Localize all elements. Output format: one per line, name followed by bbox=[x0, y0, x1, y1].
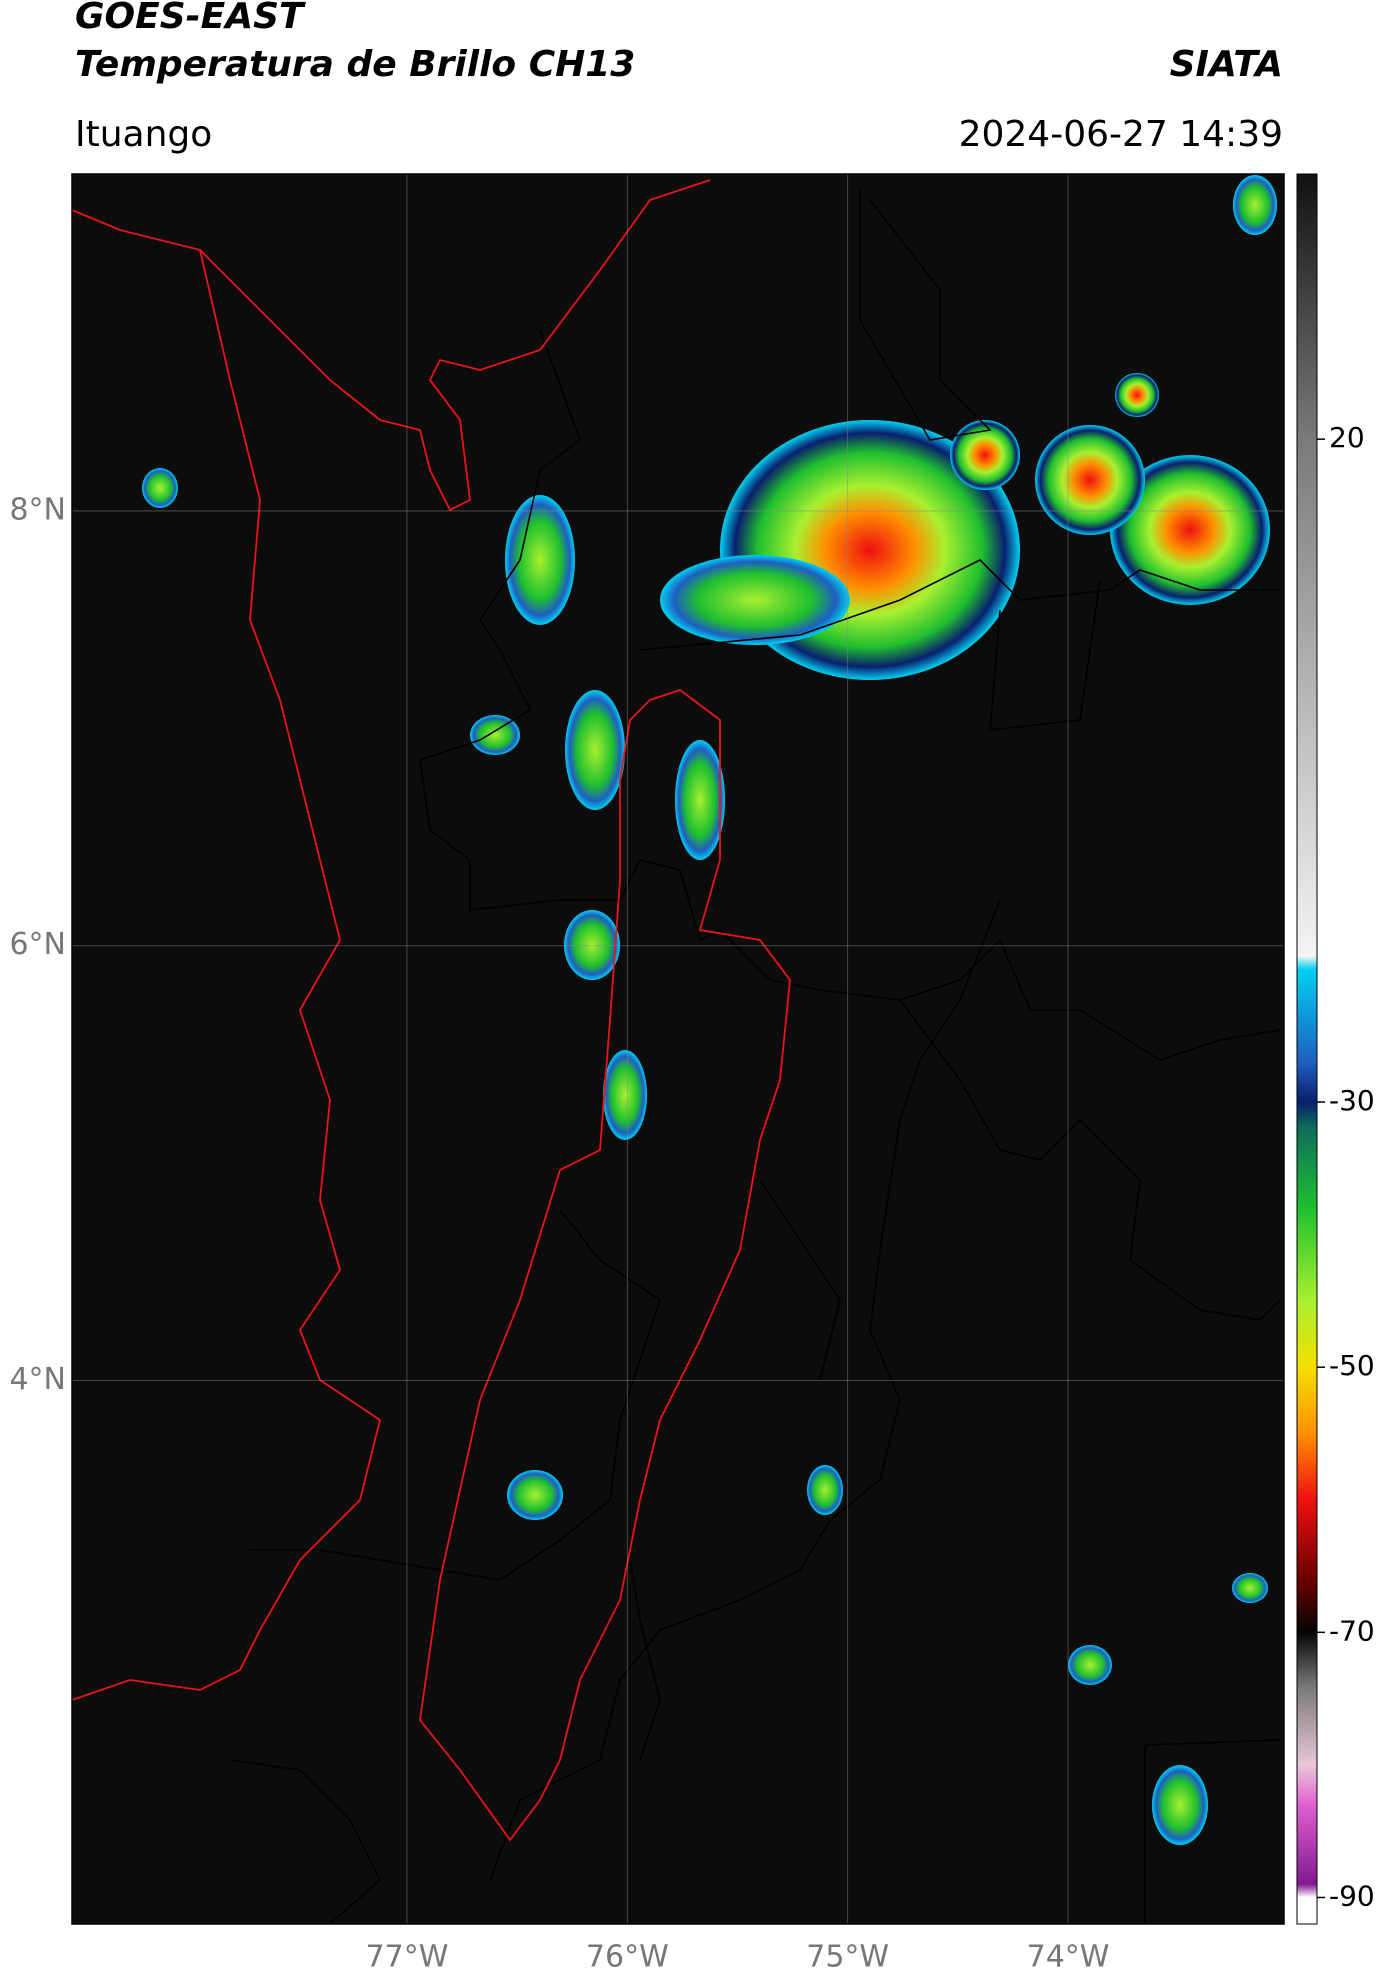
agency: SIATA bbox=[1169, 44, 1283, 85]
datetime: 2024-06-27 14:39 bbox=[958, 114, 1283, 155]
storm-cells bbox=[142, 175, 1277, 1845]
colorbar-tick-label: -90 bbox=[1329, 1879, 1375, 1912]
map-frame bbox=[71, 173, 1285, 1925]
colorbar-tick-label: -30 bbox=[1329, 1084, 1375, 1117]
colorbar-ramp bbox=[1296, 173, 1318, 1925]
colorbar-tick-label: -70 bbox=[1329, 1614, 1375, 1647]
colorbar-tick-label: 20 bbox=[1329, 421, 1365, 454]
x-tick-label: 74°W bbox=[1027, 1940, 1110, 1975]
y-tick-label: 4°N bbox=[9, 1362, 66, 1397]
x-tick-label: 75°W bbox=[806, 1940, 889, 1975]
x-tick-label: 77°W bbox=[366, 1940, 449, 1975]
colorbar: 20 -30 -50 -70 -90 bbox=[1296, 173, 1375, 1925]
graticule: 77°W 76°W 75°W 74°W 8°N 6°N 4°N bbox=[9, 174, 1284, 1975]
y-tick-label: 6°N bbox=[9, 927, 66, 962]
imagery bbox=[72, 174, 1284, 1924]
satellite: GOES-EAST bbox=[75, 0, 304, 37]
colorbar-tick-label: -50 bbox=[1329, 1349, 1375, 1382]
admin-boundaries bbox=[229, 190, 1281, 1924]
product: Temperatura de Brillo CH13 bbox=[75, 44, 636, 85]
region: Ituango bbox=[75, 114, 213, 155]
y-tick-label: 8°N bbox=[9, 492, 66, 527]
x-tick-label: 76°W bbox=[586, 1940, 669, 1975]
coastline-and-basin bbox=[72, 179, 791, 1842]
